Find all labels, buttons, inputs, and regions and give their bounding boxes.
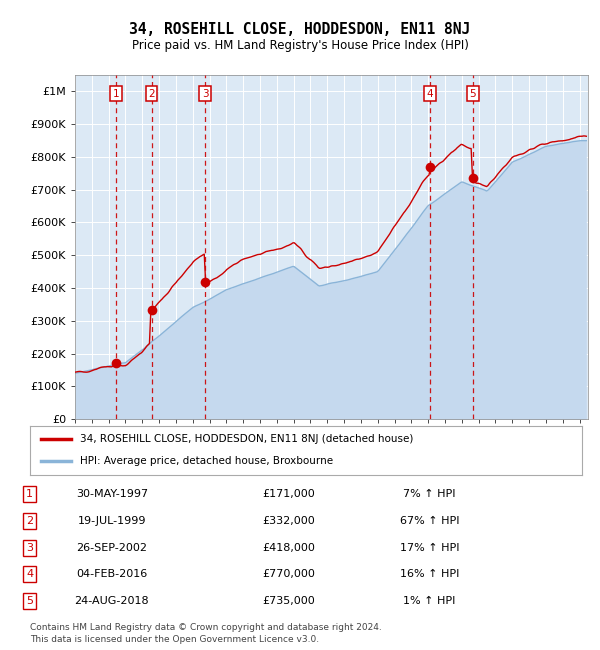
Text: 04-FEB-2016: 04-FEB-2016	[76, 569, 148, 579]
Text: 4: 4	[26, 569, 33, 579]
Text: £171,000: £171,000	[262, 489, 314, 499]
Text: Contains HM Land Registry data © Crown copyright and database right 2024.
This d: Contains HM Land Registry data © Crown c…	[30, 623, 382, 644]
Text: £770,000: £770,000	[262, 569, 314, 579]
Text: 24-AUG-2018: 24-AUG-2018	[74, 596, 149, 606]
Text: 3: 3	[202, 88, 208, 99]
Text: Price paid vs. HM Land Registry's House Price Index (HPI): Price paid vs. HM Land Registry's House …	[131, 39, 469, 52]
Text: 4: 4	[427, 88, 433, 99]
Text: £332,000: £332,000	[262, 516, 314, 526]
Text: 5: 5	[469, 88, 476, 99]
Text: 2: 2	[26, 516, 33, 526]
Text: 17% ↑ HPI: 17% ↑ HPI	[400, 543, 459, 552]
Text: 26-SEP-2002: 26-SEP-2002	[76, 543, 148, 552]
Text: 30-MAY-1997: 30-MAY-1997	[76, 489, 148, 499]
Text: 34, ROSEHILL CLOSE, HODDESDON, EN11 8NJ: 34, ROSEHILL CLOSE, HODDESDON, EN11 8NJ	[130, 21, 470, 37]
Text: 34, ROSEHILL CLOSE, HODDESDON, EN11 8NJ (detached house): 34, ROSEHILL CLOSE, HODDESDON, EN11 8NJ …	[80, 434, 413, 444]
Text: 1% ↑ HPI: 1% ↑ HPI	[403, 596, 455, 606]
Text: 1: 1	[112, 88, 119, 99]
Text: 2: 2	[148, 88, 155, 99]
Text: 16% ↑ HPI: 16% ↑ HPI	[400, 569, 459, 579]
Text: 3: 3	[26, 543, 33, 552]
Text: £418,000: £418,000	[262, 543, 314, 552]
Text: 67% ↑ HPI: 67% ↑ HPI	[400, 516, 459, 526]
Text: 19-JUL-1999: 19-JUL-1999	[77, 516, 146, 526]
Text: 7% ↑ HPI: 7% ↑ HPI	[403, 489, 455, 499]
Text: HPI: Average price, detached house, Broxbourne: HPI: Average price, detached house, Brox…	[80, 456, 333, 466]
Text: 1: 1	[26, 489, 33, 499]
Text: £735,000: £735,000	[262, 596, 314, 606]
Text: 5: 5	[26, 596, 33, 606]
